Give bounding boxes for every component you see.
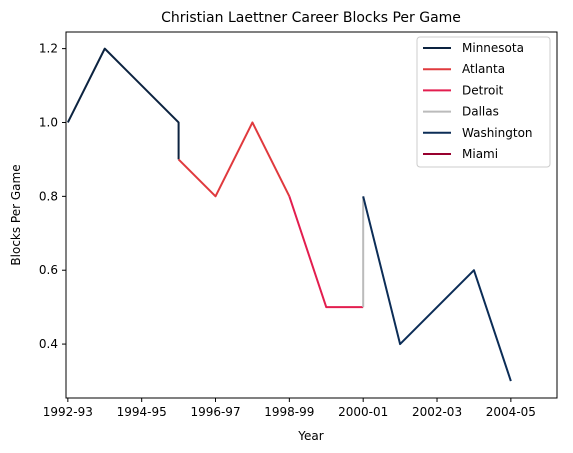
legend: Minnesota Atlanta Detroit Dallas Washington M…: [416, 36, 551, 168]
chart-title: Christian Laettner Career Blocks Per Gam…: [161, 10, 461, 26]
x-axis: 1992-93 1994-95 1996-97 1998-99 2000-01 2002-…: [43, 398, 536, 419]
plot-area: [66, 47, 512, 382]
plot-frame: [65, 31, 558, 399]
series-line-minnesota: [66, 47, 180, 160]
y-tick-label: 0.8: [39, 189, 58, 203]
y-axis-title: Blocks Per Game: [9, 164, 23, 265]
y-tick-label: 1.2: [39, 42, 58, 56]
x-tick-label: 1996-97: [190, 405, 240, 419]
legend-label: Detroit: [462, 83, 504, 97]
x-tick-label: 2002-03: [412, 405, 462, 419]
x-axis-title: Year: [297, 429, 323, 443]
x-tick-label: 1992-93: [43, 405, 93, 419]
y-tick-label: 0.6: [39, 263, 58, 277]
y-axis: 0.4 0.6 0.8 1.0 1.2: [39, 42, 66, 351]
legend-label: Dallas: [462, 105, 499, 119]
series-line-detroit: [288, 196, 364, 309]
x-tick-label: 2000-01: [338, 405, 388, 419]
legend-label: Miami: [462, 147, 498, 161]
x-tick-label: 1994-95: [117, 405, 167, 419]
y-tick-label: 1.0: [39, 115, 58, 129]
x-tick-label: 1998-99: [264, 405, 314, 419]
series-line-atlanta: [177, 121, 291, 198]
legend-label: Atlanta: [462, 62, 505, 76]
x-tick-label: 2004-05: [486, 405, 536, 419]
y-tick-label: 0.4: [39, 337, 58, 351]
legend-label: Washington: [462, 126, 533, 140]
legend-label: Minnesota: [462, 41, 524, 55]
series-line-washington: [362, 196, 512, 382]
